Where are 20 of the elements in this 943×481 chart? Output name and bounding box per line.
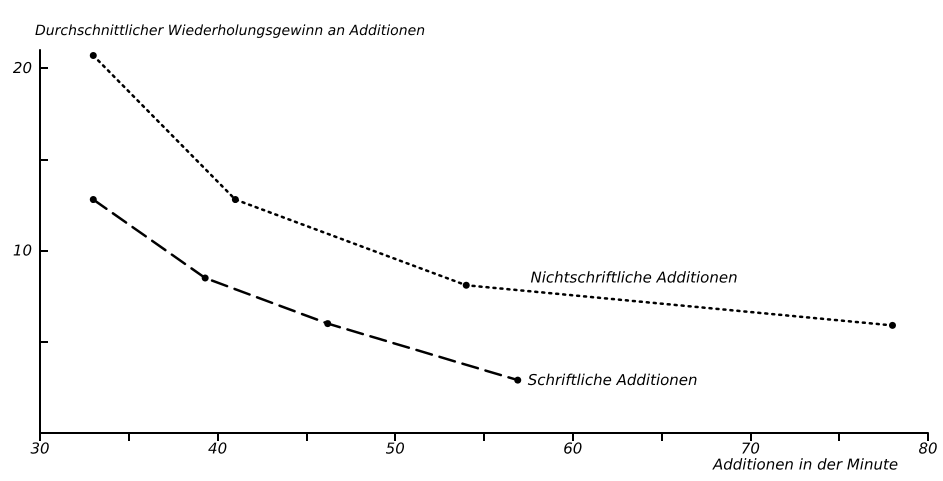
point — [202, 274, 209, 282]
series-label: Nichtschriftliche Additionen — [530, 268, 738, 286]
x-tick-label: 60 — [563, 440, 582, 458]
x-axis-title: Additionen in der Minute — [712, 456, 898, 474]
point — [232, 196, 239, 204]
point — [462, 282, 470, 289]
x-tick-label: 50 — [386, 440, 405, 458]
x-tick-label: 40 — [208, 440, 228, 458]
x-tick-label: 30 — [30, 440, 50, 458]
point — [90, 52, 97, 59]
point — [90, 196, 97, 204]
point — [324, 320, 332, 328]
y-tick-label: 20 — [12, 59, 32, 78]
point — [514, 376, 522, 384]
x-tick-label: 80 — [918, 440, 938, 458]
x-tick-label: 70 — [740, 440, 760, 458]
point — [888, 322, 896, 329]
series-label: Schriftliche Additionen — [528, 371, 698, 390]
y-axis-title: Durchschnittlicher Wiederholungsgewinn an Additionen — [35, 23, 426, 39]
y-tick-label: 10 — [12, 242, 32, 260]
